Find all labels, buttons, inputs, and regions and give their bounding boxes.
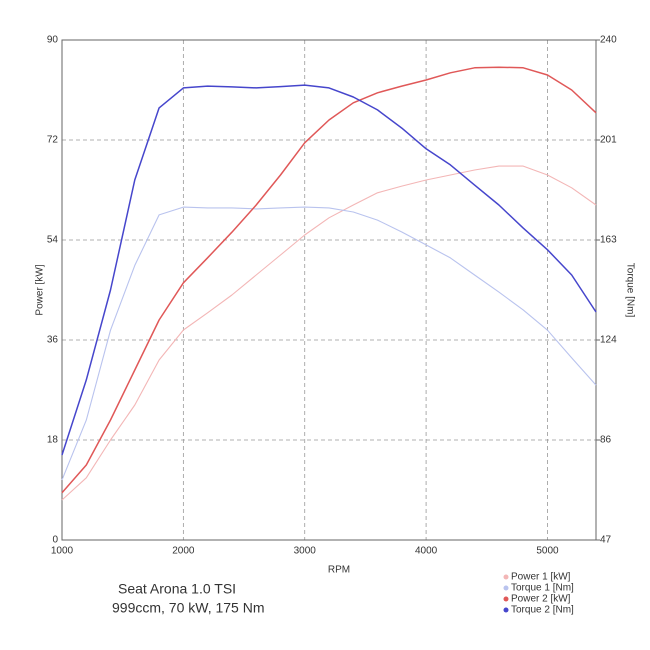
y-tick-label: 54 bbox=[47, 235, 59, 246]
y-tick-label: 36 bbox=[47, 335, 59, 346]
y-tick-label: 90 bbox=[47, 35, 59, 46]
legend-label: Power 2 [kW] bbox=[511, 594, 571, 605]
legend-marker bbox=[503, 574, 509, 580]
y2-tick-label: 240 bbox=[600, 35, 617, 46]
y2-tick-label: 201 bbox=[600, 135, 617, 146]
y2-tick-label: 47 bbox=[600, 535, 612, 546]
x-tick-label: 3000 bbox=[294, 546, 317, 557]
y2-tick-label: 163 bbox=[600, 235, 617, 246]
chart-title: Seat Arona 1.0 TSI bbox=[118, 581, 236, 597]
legend-label: Torque 2 [Nm] bbox=[511, 605, 574, 616]
legend-label: Power 1 [kW] bbox=[511, 572, 571, 583]
chart-subtitle: 999ccm, 70 kW, 175 Nm bbox=[112, 600, 265, 616]
legend-marker bbox=[503, 596, 509, 602]
y-tick-label: 18 bbox=[47, 435, 59, 446]
y2-tick-label: 86 bbox=[600, 435, 612, 446]
x-tick-label: 1000 bbox=[51, 546, 74, 557]
plot-frame bbox=[61, 39, 597, 541]
y-tick-label: 0 bbox=[52, 535, 58, 546]
x-tick-label: 4000 bbox=[415, 546, 438, 557]
x-axis-label: RPM bbox=[328, 565, 350, 576]
y2-axis-label: Torque [Nm] bbox=[624, 263, 635, 318]
x-tick-label: 5000 bbox=[536, 546, 559, 557]
series-line bbox=[61, 206, 597, 481]
legend-marker bbox=[503, 585, 509, 591]
series-line bbox=[61, 84, 597, 456]
series-line bbox=[61, 165, 597, 501]
legend-marker bbox=[503, 607, 509, 613]
x-tick-label: 2000 bbox=[172, 546, 195, 557]
series-line bbox=[61, 66, 597, 494]
y-axis-label: Power [kW] bbox=[35, 264, 46, 315]
y-tick-label: 72 bbox=[47, 135, 59, 146]
y2-tick-label: 124 bbox=[600, 335, 617, 346]
legend-label: Torque 1 [Nm] bbox=[511, 583, 574, 594]
